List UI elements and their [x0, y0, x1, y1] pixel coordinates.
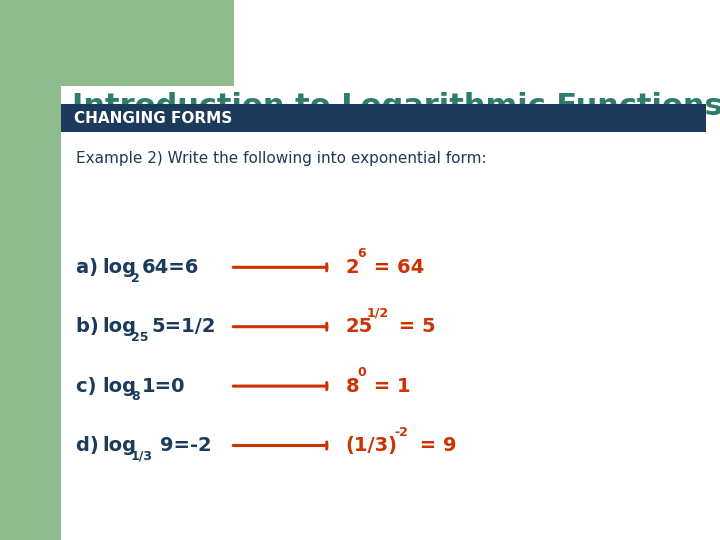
Text: c): c): [76, 376, 103, 396]
Text: log: log: [102, 436, 136, 455]
Text: 2: 2: [346, 258, 359, 277]
Text: log: log: [102, 258, 136, 277]
Text: = 9: = 9: [413, 436, 456, 455]
Text: = 1: = 1: [367, 376, 411, 396]
Bar: [61, 0, 234, 86]
Text: 0: 0: [357, 366, 366, 379]
Text: 5=1/2: 5=1/2: [151, 317, 216, 336]
Bar: [0, 0, 61, 540]
Text: 6: 6: [357, 247, 366, 260]
Text: = 64: = 64: [367, 258, 425, 277]
Text: 64=6: 64=6: [142, 258, 199, 277]
Text: 1/2: 1/2: [366, 307, 389, 320]
Text: a): a): [76, 258, 104, 277]
Text: 25: 25: [131, 331, 148, 344]
Bar: [61, 104, 706, 132]
Text: 25: 25: [346, 317, 373, 336]
Text: log: log: [102, 376, 136, 396]
Text: Introduction to Logarithmic Functions: Introduction to Logarithmic Functions: [72, 92, 720, 121]
Text: d): d): [76, 436, 105, 455]
Text: CHANGING FORMS: CHANGING FORMS: [74, 111, 233, 126]
Text: -2: -2: [395, 426, 408, 438]
Text: Example 2) Write the following into exponential form:: Example 2) Write the following into expo…: [76, 151, 486, 166]
Text: log: log: [102, 317, 136, 336]
Text: 1/3: 1/3: [131, 450, 153, 463]
Text: 2: 2: [131, 272, 140, 285]
Text: b): b): [76, 317, 105, 336]
Text: 8: 8: [131, 390, 140, 403]
Text: 1=0: 1=0: [142, 376, 185, 396]
Text: 8: 8: [346, 376, 359, 396]
Text: (1/3): (1/3): [346, 436, 397, 455]
Text: = 5: = 5: [392, 317, 436, 336]
Text: 9=-2: 9=-2: [160, 436, 212, 455]
